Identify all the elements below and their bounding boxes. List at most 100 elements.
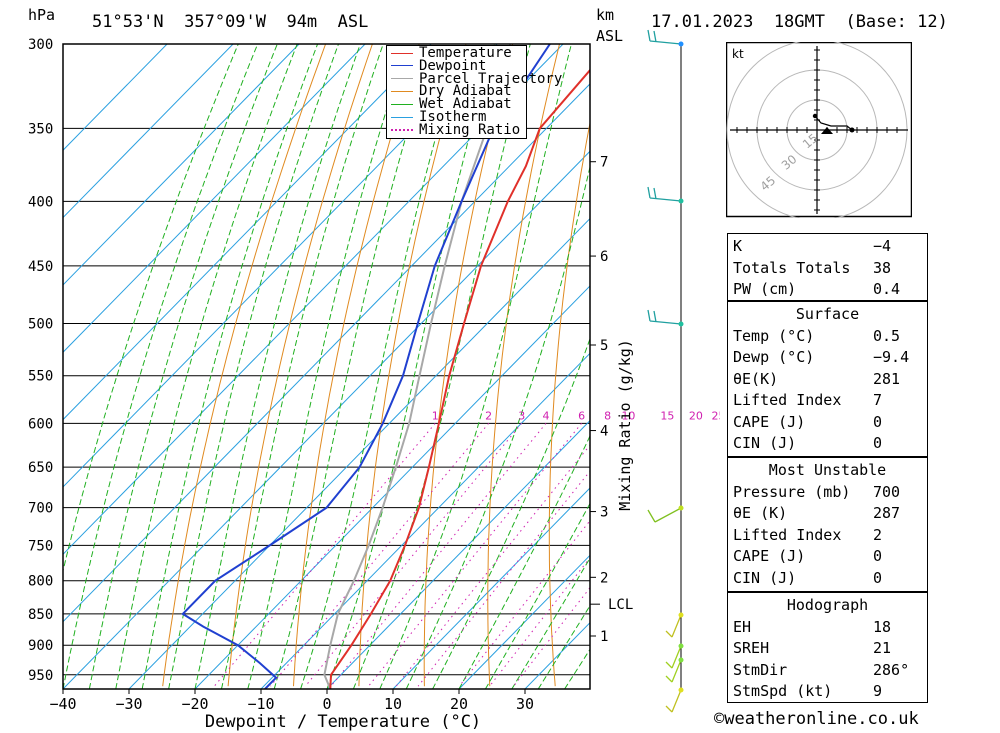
mixing-ratio-line: [330, 422, 547, 687]
wet-adiabat-line: [168, 44, 339, 689]
legend-entry: Temperature: [391, 45, 512, 61]
copyright: ©weatheronline.co.uk: [714, 709, 919, 729]
mixing-ratio-axis-title: Mixing Ratio (g/kg): [616, 339, 634, 511]
mixing-ratio-label: 15: [660, 409, 674, 422]
chart-legend: Temperature Dewpoint Parcel Trajectory Dry …: [386, 45, 562, 139]
indices-panel: K −4 Totals Totals 38 PW (cm) 0.4: [727, 233, 928, 301]
stat-row: PW (cm) 0.4: [728, 280, 927, 301]
wind-level-dot: [678, 321, 684, 327]
stat-value: 286°: [873, 660, 910, 679]
stat-row: θE (K) 287: [728, 504, 927, 525]
stat-label: Lifted Index: [733, 525, 842, 544]
wet-adiabat-line: [432, 337, 590, 689]
pressure-tick-label: 900: [28, 638, 53, 654]
wind-barb: [665, 659, 682, 683]
isotherm-line: [657, 44, 720, 689]
hodograph-stats-panel: Hodograph EH 18 SREH 21 StmDir 286° StmSpd (kt)…: [727, 592, 928, 703]
legend-label: Dry Adiabat: [419, 83, 512, 100]
wet-adiabat-line: [326, 44, 495, 689]
pressure-tick-label: 550: [28, 369, 53, 385]
stat-row: SREH 21: [728, 639, 927, 660]
mixing-ratio-label: 6: [578, 409, 585, 422]
stat-row: StmSpd (kt) 9: [728, 682, 927, 703]
legend-swatch: [391, 128, 413, 131]
stat-row: θE(K) 281: [728, 370, 927, 391]
stat-label: θE (K): [733, 504, 788, 522]
hodograph-point: [849, 127, 855, 133]
stat-label: EH: [733, 617, 752, 636]
pressure-tick-label: 850: [28, 607, 53, 623]
panel-section-title: Hodograph: [786, 596, 869, 614]
stat-label: PW (cm): [733, 280, 797, 298]
legend-entry: Parcel Trajectory: [391, 72, 562, 86]
isotherm-line: [63, 44, 234, 219]
km-tick-label: 2: [600, 570, 608, 586]
wind-level-dot: [678, 612, 684, 618]
parcel-curve: [323, 44, 512, 689]
pressure-tick-label: 650: [28, 460, 53, 476]
stat-row: CIN (J) 0: [728, 434, 927, 455]
wind-level-dot: [678, 198, 684, 204]
legend-swatch: [391, 90, 413, 92]
isotherm-line: [63, 44, 300, 286]
legend-swatch: [391, 116, 413, 118]
dry-adiabat-line: [548, 120, 590, 687]
pressure-unit-label: hPa: [28, 6, 56, 24]
stat-value: 700: [873, 482, 901, 501]
mixing-ratio-line: [458, 519, 590, 687]
stat-value: 21: [873, 639, 892, 657]
pressure-tick-label: 800: [28, 574, 53, 590]
mixing-ratio-label: 10: [621, 409, 635, 422]
dewpoint-curve: [181, 44, 551, 689]
legend-label: Dewpoint: [419, 57, 487, 74]
dry-adiabat-line: [423, 44, 514, 687]
stat-label: CAPE (J): [733, 412, 806, 431]
stat-row: K −4: [728, 237, 927, 258]
stat-value: 0: [873, 547, 883, 565]
pressure-tick-label: 950: [28, 668, 53, 684]
wet-adiabat-line: [141, 44, 319, 689]
mixing-ratio-line: [395, 444, 590, 687]
height-unit-asl: ASL: [596, 27, 624, 45]
isotherm-line: [591, 44, 720, 689]
wet-adiabat-line: [63, 44, 259, 689]
stat-value: 0: [873, 412, 883, 431]
isotherm-line: [128, 217, 590, 689]
stat-row: CIN (J) 0: [728, 569, 927, 590]
stat-label: SREH: [733, 639, 770, 657]
wind-level-dot: [678, 505, 684, 511]
wind-level-dot: [678, 657, 684, 663]
km-tick-label: 5: [600, 338, 608, 354]
stat-row: EH 18: [728, 618, 927, 639]
isotherm-line: [63, 44, 168, 151]
surface-panel: Surface Temp (°C) 0.5 Dewp (°C) −9.4 θE(K) 281…: [727, 301, 928, 457]
wet-adiabat-line: [247, 44, 409, 689]
wet-adiabat-line: [458, 434, 590, 689]
mixing-ratio-label: 2: [485, 409, 492, 422]
panel-section-title: Surface: [795, 305, 860, 323]
legend-label: Temperature: [419, 45, 512, 61]
wet-adiabat-line: [484, 502, 590, 689]
isotherm-line: [392, 487, 590, 689]
x-tick-label: −10: [247, 695, 274, 713]
wet-adiabat-line: [63, 44, 239, 573]
datetime-title: 17.01.2023 18GMT (Base: 12): [651, 12, 948, 32]
wet-adiabat-line: [379, 44, 572, 689]
hodograph-trace: [814, 115, 853, 131]
dry-adiabat-line: [667, 44, 700, 686]
stat-label: StmDir: [733, 660, 788, 679]
stat-row: Lifted Index 7: [728, 391, 927, 412]
pressure-tick-label: 450: [28, 259, 53, 275]
mixing-ratio-line: [417, 470, 590, 687]
x-tick-label: 10: [384, 695, 402, 713]
stat-label: K: [733, 237, 743, 255]
stat-label: CIN (J): [733, 568, 797, 587]
legend-entry: Mixing Ratio: [391, 123, 520, 137]
stat-row: Lifted Index 2: [728, 526, 927, 547]
isotherm-line: [458, 554, 590, 689]
wind-level-dot: [678, 687, 684, 693]
wet-adiabat-line: [88, 44, 278, 689]
legend-swatch: [391, 52, 413, 54]
isotherm-line: [63, 44, 564, 556]
